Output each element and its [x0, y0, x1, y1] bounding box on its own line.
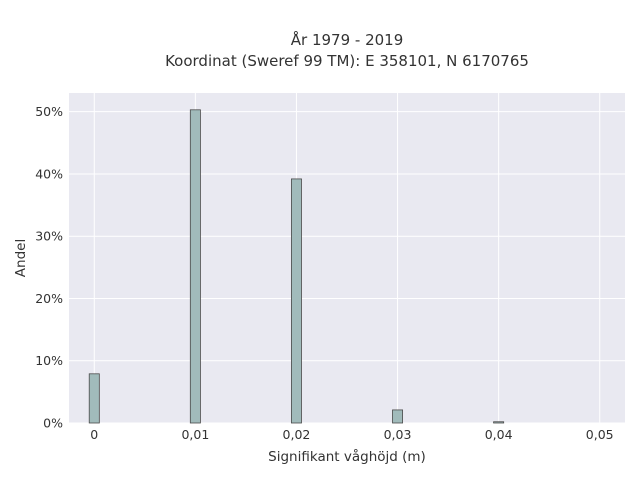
- grid-lines: [69, 93, 625, 424]
- y-tick-label-5: 50%: [35, 104, 63, 119]
- chart-title-line-1: År 1979 - 2019: [291, 30, 404, 49]
- y-axis-ticks: 0% 10% 20% 30% 40% 50%: [35, 104, 63, 430]
- y-tick-label-3: 30%: [35, 229, 63, 244]
- y-tick-label-0: 0%: [43, 416, 63, 431]
- y-tick-label-2: 20%: [35, 291, 63, 306]
- bar-0: [88, 373, 100, 424]
- x-axis-ticks: 0 0,01 0,02 0,03 0,04 0,05: [90, 427, 613, 442]
- x-tick-label-5: 0,05: [586, 427, 614, 442]
- x-tick-label-1: 0,01: [181, 427, 209, 442]
- x-tick-label-3: 0,03: [384, 427, 412, 442]
- plot-area: [69, 93, 625, 423]
- bar-2: [290, 178, 302, 424]
- x-tick-label-2: 0,02: [283, 427, 311, 442]
- y-tick-label-4: 40%: [35, 166, 63, 181]
- bars: [88, 109, 505, 424]
- x-tick-label-0: 0: [90, 427, 98, 442]
- y-axis-label: Andel: [13, 239, 29, 277]
- x-axis-label: Signifikant våghöjd (m): [268, 448, 426, 465]
- x-tick-label-4: 0,04: [485, 427, 513, 442]
- bar-4: [493, 421, 505, 424]
- y-tick-label-1: 10%: [35, 353, 63, 368]
- bar-3: [392, 409, 403, 424]
- chart-title-line-2: Koordinat (Sweref 99 TM): E 358101, N 61…: [165, 52, 529, 70]
- bar-1: [189, 109, 201, 424]
